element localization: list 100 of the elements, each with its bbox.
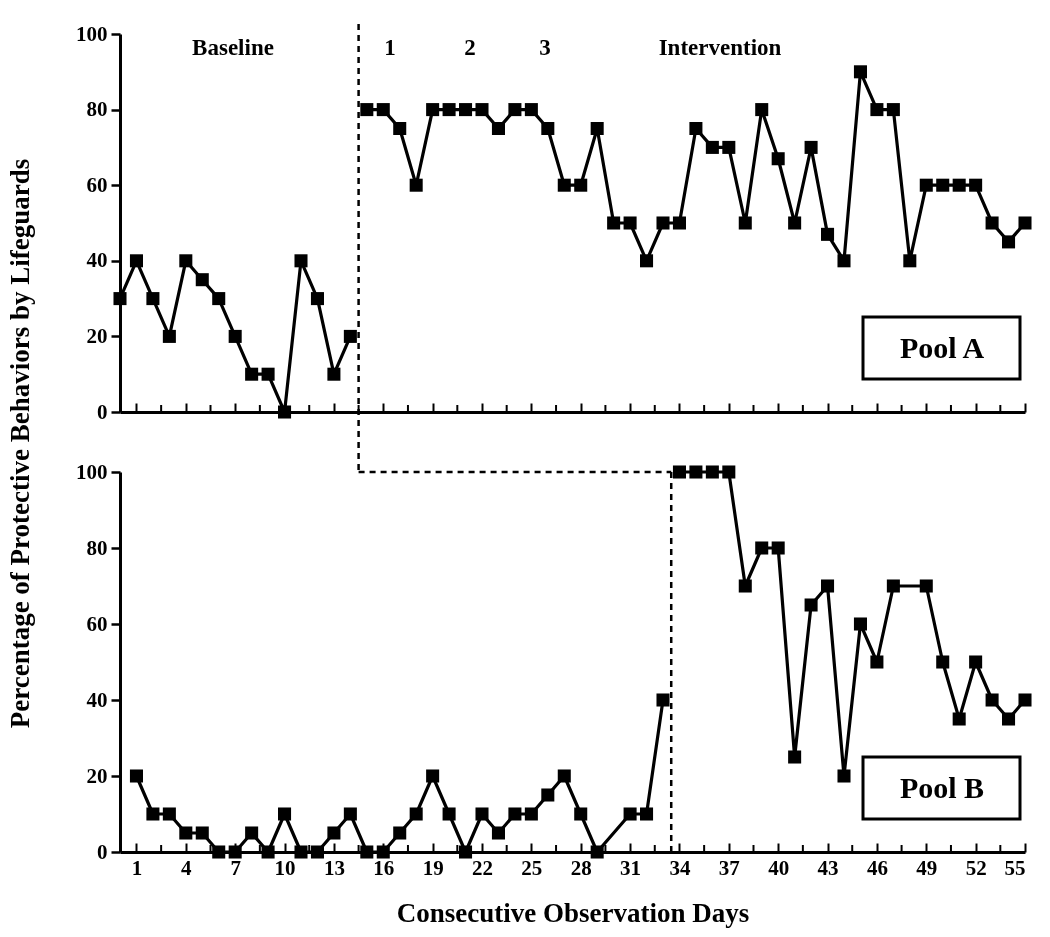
point	[162, 807, 176, 821]
point	[738, 579, 752, 593]
point	[705, 465, 719, 479]
point	[459, 845, 473, 859]
x-tick-label: 55	[1004, 855, 1026, 880]
point	[771, 152, 785, 166]
point	[640, 254, 654, 268]
point	[738, 216, 752, 230]
point	[919, 178, 933, 192]
point	[755, 103, 769, 117]
point	[113, 292, 127, 306]
point	[870, 103, 884, 117]
point	[146, 292, 160, 306]
annotation: Intervention	[658, 35, 782, 60]
point	[985, 216, 999, 230]
point	[343, 329, 357, 343]
y-tick-label: 40	[86, 248, 108, 273]
x-tick-label: 19	[422, 855, 444, 880]
point	[574, 178, 588, 192]
x-tick-label: 16	[373, 855, 395, 880]
point	[755, 541, 769, 555]
x-tick-label: 28	[570, 855, 592, 880]
annotation: Baseline	[192, 35, 274, 60]
point	[689, 465, 703, 479]
point	[837, 769, 851, 783]
point	[294, 845, 308, 859]
x-tick-label: 4	[181, 855, 193, 880]
point	[360, 103, 374, 117]
x-tick-label: 22	[472, 855, 493, 880]
point	[541, 121, 555, 136]
point	[442, 807, 456, 821]
point	[821, 579, 835, 593]
point	[771, 541, 785, 555]
point	[327, 367, 341, 381]
point	[442, 103, 456, 117]
point	[195, 273, 209, 287]
point	[590, 845, 604, 859]
point	[722, 465, 736, 479]
point	[129, 254, 143, 268]
point	[541, 788, 555, 802]
point	[179, 826, 193, 840]
x-tick-label: 10	[274, 855, 296, 880]
point	[129, 769, 143, 783]
point	[393, 121, 407, 136]
y-tick-label: 60	[86, 172, 108, 197]
point	[426, 103, 440, 117]
point	[804, 598, 818, 612]
point	[952, 178, 966, 192]
x-axis-title: Consecutive Observation Days	[396, 897, 750, 928]
point	[689, 121, 703, 136]
point	[656, 216, 670, 230]
point	[261, 845, 275, 859]
point	[228, 845, 242, 859]
y-tick-label: 80	[86, 535, 108, 560]
x-tick-label: 13	[323, 855, 345, 880]
point	[985, 693, 999, 707]
point	[837, 254, 851, 268]
point	[508, 807, 522, 821]
point	[245, 826, 259, 840]
point	[212, 292, 226, 306]
point	[969, 655, 983, 669]
y-axis-title: Percentage of Protective Behaviors by Lifeguards	[4, 158, 35, 729]
point	[195, 826, 209, 840]
point	[459, 103, 473, 117]
point	[508, 103, 522, 117]
point	[1018, 693, 1032, 707]
point	[409, 178, 423, 192]
x-tick-label: 31	[620, 855, 642, 880]
y-tick-label: 60	[86, 611, 108, 636]
point	[310, 292, 324, 306]
point	[245, 367, 259, 381]
point	[426, 769, 440, 783]
point	[623, 807, 637, 821]
point	[590, 121, 604, 136]
point	[557, 178, 571, 192]
point	[1002, 235, 1016, 249]
x-tick-label: 37	[718, 855, 740, 880]
x-tick-label: 46	[866, 855, 888, 880]
point	[853, 65, 867, 79]
point	[376, 103, 390, 117]
point	[310, 845, 324, 859]
x-tick-label: 43	[817, 855, 839, 880]
point	[672, 465, 686, 479]
point	[804, 140, 818, 154]
y-tick-label: 0	[97, 839, 108, 864]
point	[409, 807, 423, 821]
point	[969, 178, 983, 192]
point	[228, 329, 242, 343]
x-tick-label: 52	[965, 855, 987, 880]
point	[722, 140, 736, 154]
point	[919, 579, 933, 593]
point	[623, 216, 637, 230]
point	[212, 845, 226, 859]
point	[1018, 216, 1032, 230]
point	[475, 807, 489, 821]
x-tick-label: 49	[916, 855, 938, 880]
point	[327, 826, 341, 840]
x-tick-label: 7	[230, 855, 241, 880]
y-tick-label: 100	[76, 21, 108, 46]
point	[853, 617, 867, 631]
